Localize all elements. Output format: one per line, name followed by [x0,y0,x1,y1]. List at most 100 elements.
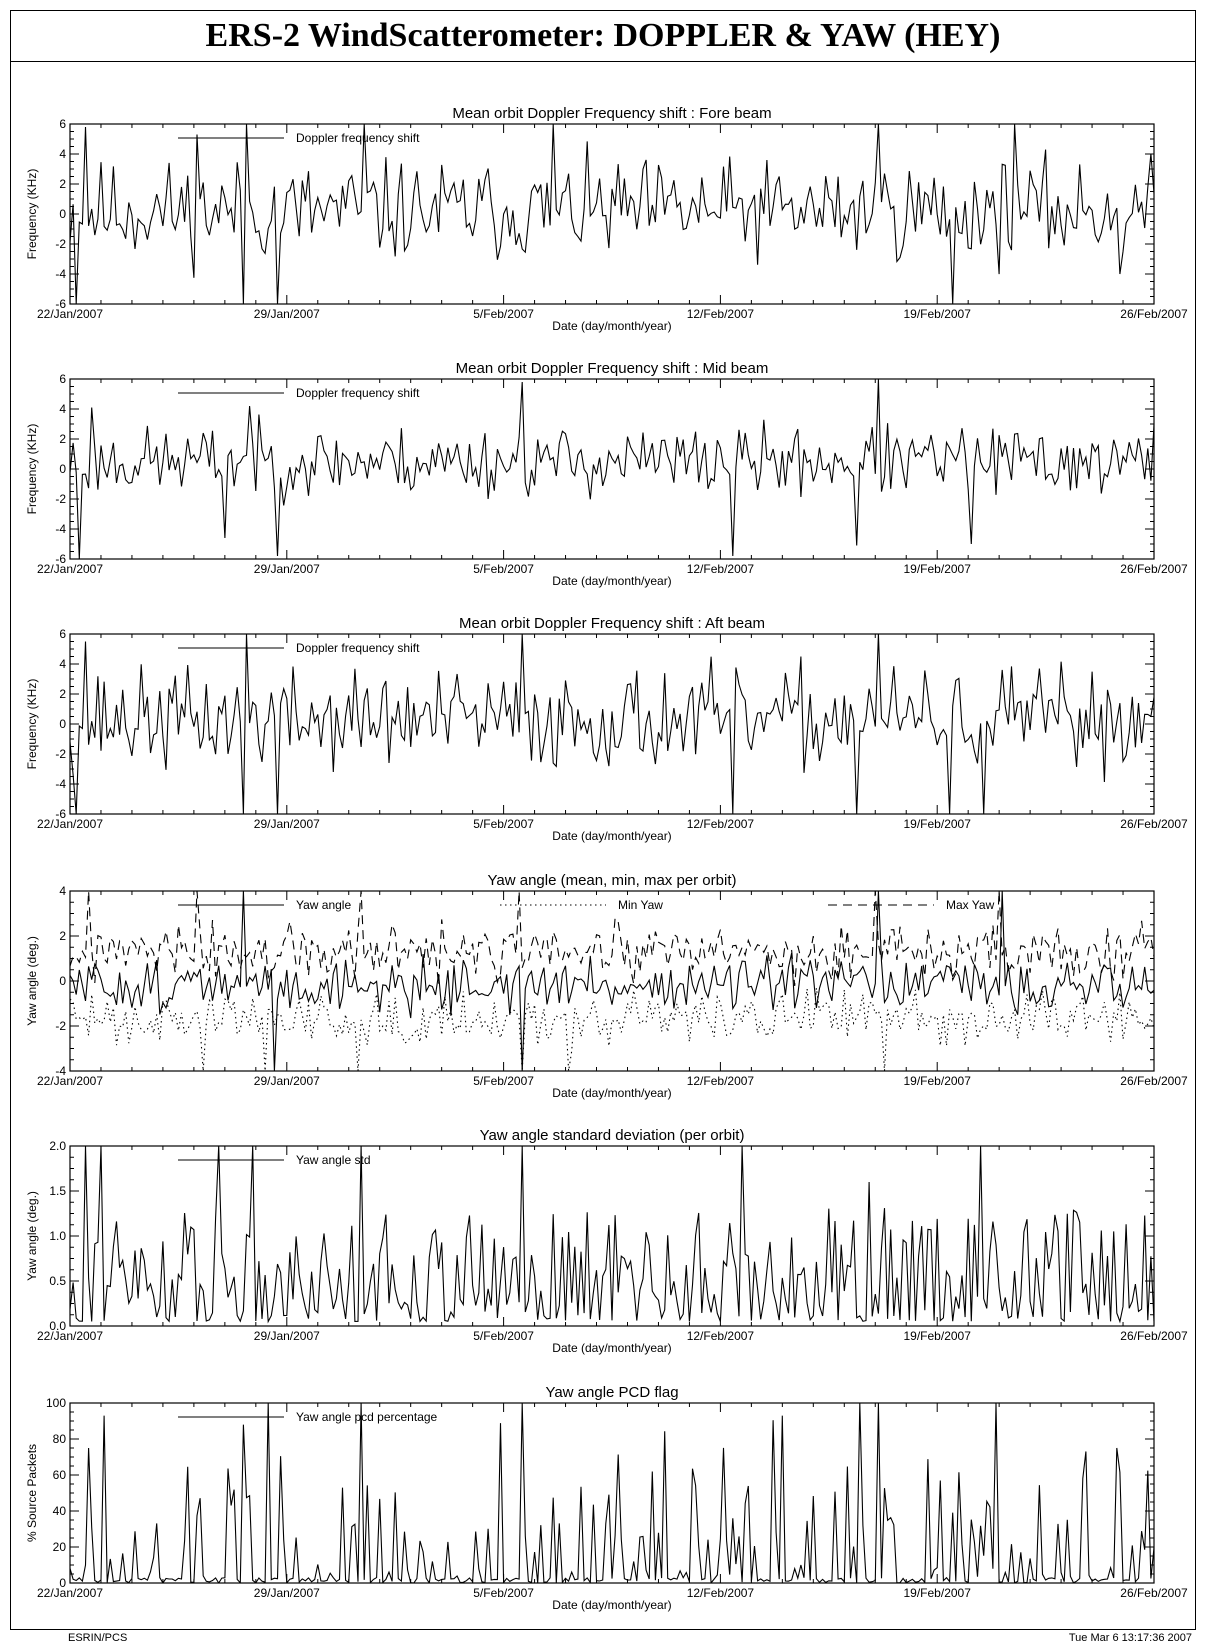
series-line-1 [70,1146,1154,1324]
x-tick-label: 22/Jan/2007 [37,1586,103,1600]
x-tick-label: 22/Jan/2007 [37,817,103,831]
y-tick-label: -4 [55,1064,66,1078]
y-axis-label: Frequency (KHz) [25,424,39,515]
x-tick-label: 22/Jan/2007 [37,307,103,321]
footer-organization: ESRIN/PCS [68,1632,128,1644]
x-tick-label: 26/Feb/2007 [1120,562,1188,576]
series-line-3 [70,891,1154,987]
y-tick-label: -2 [55,492,66,506]
plot-frame [69,123,1155,305]
page-frame [10,10,1196,1630]
y-tick-label: 1.0 [49,1229,66,1243]
chart-panel-2: Mean orbit Doppler Frequency shift : Mid… [25,360,1188,588]
y-tick-label: 0 [59,717,66,731]
y-tick-label: 4 [59,402,66,416]
x-axis-label: Date (day/month/year) [552,319,671,333]
x-tick-label: 5/Feb/2007 [473,1329,534,1343]
x-axis-label: Date (day/month/year) [552,1086,671,1100]
chart-panel-5: Yaw angle standard deviation (per orbit)… [25,1127,1188,1355]
x-tick-label: 26/Feb/2007 [1120,1586,1188,1600]
page-title: ERS-2 WindScatterometer: DOPPLER & YAW (… [205,16,1001,54]
y-tick-label: -6 [55,552,66,566]
series-line-2 [70,987,1154,1071]
x-tick-label: 5/Feb/2007 [473,817,534,831]
y-tick-label: 80 [53,1432,67,1446]
chart-title: Mean orbit Doppler Frequency shift : Mid… [456,360,769,377]
y-tick-label: -2 [55,237,66,251]
x-axis-label: Date (day/month/year) [552,574,671,588]
y-tick-label: 2 [59,687,66,701]
y-tick-label: 0 [59,974,66,988]
x-tick-label: 19/Feb/2007 [904,562,972,576]
x-tick-label: 19/Feb/2007 [904,1074,972,1088]
y-tick-label: 6 [59,627,66,641]
chart-panel-6: Yaw angle PCD flag 0 20 40 60 80 100 22/Jan/200… [25,1384,1188,1612]
y-tick-label: 60 [53,1468,67,1482]
y-tick-label: 0.5 [49,1274,66,1288]
x-tick-label: 26/Feb/2007 [1120,307,1188,321]
chart-panel-1: Mean orbit Doppler Frequency shift : For… [25,105,1188,333]
legend-label-1: Doppler frequency shift [296,386,420,400]
x-tick-label: 19/Feb/2007 [904,307,972,321]
y-tick-label: 2.0 [49,1139,66,1153]
y-axis-label: Frequency (KHz) [25,169,39,260]
x-tick-label: 12/Feb/2007 [687,1586,755,1600]
legend-label-2: Min Yaw [618,898,663,912]
series-line-1 [70,379,1154,559]
chart-panel-3: Mean orbit Doppler Frequency shift : Aft… [25,615,1188,843]
y-tick-label: -4 [55,777,66,791]
y-axis-label: Frequency (KHz) [25,679,39,770]
y-tick-label: 1.5 [49,1184,66,1198]
x-tick-label: 12/Feb/2007 [687,1329,755,1343]
x-tick-label: 22/Jan/2007 [37,562,103,576]
x-tick-label: 12/Feb/2007 [687,307,755,321]
legend-label-1: Yaw angle pcd percentage [296,1410,438,1424]
chart-panel-4: Yaw angle (mean, min, max per orbit) -4 -2… [25,872,1188,1100]
y-tick-label: 4 [59,884,66,898]
x-tick-label: 5/Feb/2007 [473,1074,534,1088]
x-tick-label: 5/Feb/2007 [473,307,534,321]
plot-frame [69,1402,1155,1584]
x-tick-label: 26/Feb/2007 [1120,1329,1188,1343]
y-tick-label: 6 [59,372,66,386]
legend-label-1: Doppler frequency shift [296,131,420,145]
x-tick-label: 29/Jan/2007 [254,1074,320,1088]
y-tick-label: 2 [59,177,66,191]
x-tick-label: 29/Jan/2007 [254,817,320,831]
series-line-1 [70,1403,1154,1583]
y-tick-label: 6 [59,117,66,131]
series-line-1 [70,634,1154,814]
y-tick-label: 0 [59,1576,66,1590]
footer-timestamp: Tue Mar 6 13:17:36 2007 [1068,1632,1192,1644]
y-tick-label: 4 [59,657,66,671]
x-tick-label: 12/Feb/2007 [687,817,755,831]
y-tick-label: 2 [59,432,66,446]
chart-title: Yaw angle (mean, min, max per orbit) [488,872,737,889]
y-tick-label: -4 [55,522,66,536]
x-tick-label: 22/Jan/2007 [37,1074,103,1088]
y-axis-label: Yaw angle (deg.) [25,936,39,1026]
x-tick-label: 29/Jan/2007 [254,307,320,321]
y-axis-label: Yaw angle (deg.) [25,1191,39,1281]
y-tick-label: -6 [55,807,66,821]
x-tick-label: 19/Feb/2007 [904,817,972,831]
legend-label-3: Max Yaw [946,898,995,912]
legend-label-1: Doppler frequency shift [296,641,420,655]
x-tick-label: 12/Feb/2007 [687,1074,755,1088]
series-line-1 [70,891,1154,1071]
x-axis-label: Date (day/month/year) [552,1341,671,1355]
x-tick-label: 5/Feb/2007 [473,1586,534,1600]
y-tick-label: 0 [59,207,66,221]
y-tick-label: -4 [55,267,66,281]
x-tick-label: 19/Feb/2007 [904,1586,972,1600]
x-tick-label: 29/Jan/2007 [254,562,320,576]
title-bar: ERS-2 WindScatterometer: DOPPLER & YAW (… [10,10,1196,62]
chart-title: Mean orbit Doppler Frequency shift : Aft… [459,615,765,632]
y-tick-label: 40 [53,1504,67,1518]
x-axis-label: Date (day/month/year) [552,1598,671,1612]
x-tick-label: 26/Feb/2007 [1120,817,1188,831]
y-tick-label: -2 [55,747,66,761]
x-axis-label: Date (day/month/year) [552,829,671,843]
plot-frame [69,890,1155,1072]
chart-title: Yaw angle standard deviation (per orbit) [480,1127,745,1144]
